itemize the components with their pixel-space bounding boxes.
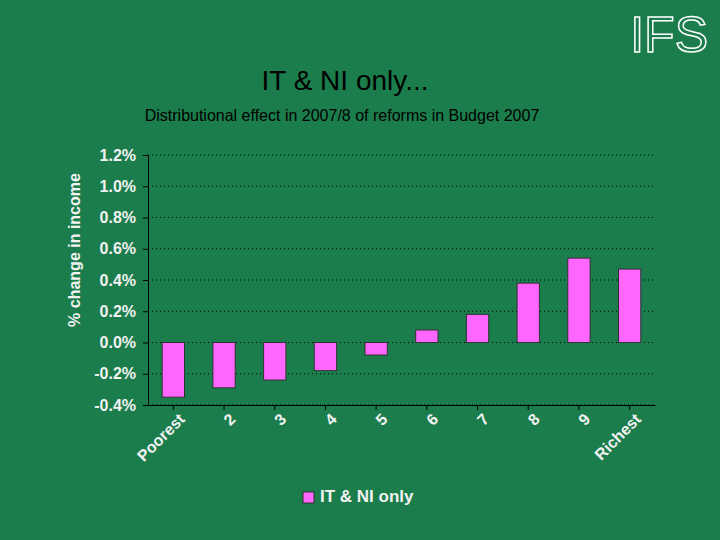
bar [213, 343, 235, 388]
title: IT & NI only... [261, 65, 428, 96]
y-tick: -0.2% [94, 365, 148, 382]
legend-swatch [303, 492, 314, 503]
y-tick-label: 0.0% [100, 334, 136, 351]
x-tick-mark [477, 405, 478, 410]
bar [314, 343, 336, 371]
y-tick-mark [143, 186, 148, 187]
x-tick-label: 3 [271, 410, 289, 428]
x-tick-mark [376, 405, 377, 410]
y-tick-label: 1.0% [100, 178, 136, 195]
y-tick-mark [143, 374, 148, 375]
y-tick-label: -0.2% [94, 365, 136, 382]
grid-line [148, 248, 655, 249]
bar [264, 343, 286, 381]
grid-line [148, 155, 655, 156]
x-tick-label: 6 [423, 410, 441, 428]
y-axis-title: % change in income [66, 173, 83, 327]
bar [618, 269, 640, 342]
y-axis: -0.4% -0.2% 0.0% 0.2% 0.4% 0.6% 0.8% 1.0% 1.2% [94, 147, 148, 414]
x-tick-mark [426, 405, 427, 410]
x-tick: 4 [322, 405, 340, 429]
subtitle: Distributional effect in 2007/8 of refor… [145, 107, 540, 124]
bar [568, 258, 590, 342]
y-tick-label: 0.6% [100, 240, 136, 257]
bar [517, 283, 539, 342]
y-tick: -0.4% [94, 397, 148, 414]
y-tick: 1.2% [100, 147, 148, 164]
background [0, 0, 720, 540]
y-tick: 0.0% [100, 334, 148, 351]
legend: IT & NI only [303, 487, 414, 506]
x-tick-label: 9 [575, 410, 593, 428]
y-tick-label: 0.8% [100, 209, 136, 226]
x-tick: 2 [220, 405, 238, 429]
x-tick-label: 4 [322, 410, 340, 428]
x-tick: 8 [524, 405, 542, 429]
y-tick-mark [143, 249, 148, 250]
x-tick-label: Richest [591, 410, 644, 463]
y-tick-label: 0.2% [100, 303, 136, 320]
legend-label: IT & NI only [320, 487, 414, 506]
y-tick: 0.2% [100, 303, 148, 320]
y-tick-mark [143, 218, 148, 219]
x-tick: 3 [271, 405, 289, 429]
x-tick-label: 2 [220, 410, 238, 428]
logo: IFS [630, 7, 708, 63]
x-tick: 9 [575, 405, 593, 429]
bar [466, 314, 488, 342]
grid-line [148, 186, 655, 187]
y-tick: 0.4% [100, 272, 148, 289]
x-tick-label: 7 [474, 410, 492, 428]
grid [148, 155, 655, 405]
plot: -0.4% -0.2% 0.0% 0.2% 0.4% 0.6% 0.8% 1.0% 1.2% Po… [94, 147, 655, 465]
y-tick-mark [143, 405, 148, 406]
y-tick-mark [143, 155, 148, 156]
y-tick: 0.6% [100, 240, 148, 257]
bar [365, 343, 387, 356]
x-tick-mark [629, 405, 630, 410]
y-tick-mark [143, 280, 148, 281]
y-axis-line [148, 156, 149, 406]
x-tick-label: 8 [524, 410, 542, 428]
x-tick: Richest [591, 405, 644, 463]
x-tick-mark [173, 405, 174, 410]
x-tick: 6 [423, 405, 441, 429]
y-tick-mark [143, 311, 148, 312]
y-tick-mark [143, 343, 148, 344]
x-tick-mark [528, 405, 529, 410]
x-tick-label: 5 [372, 410, 390, 428]
x-tick-mark [578, 405, 579, 410]
x-tick: 7 [474, 405, 492, 429]
x-tick: Poorest [134, 405, 189, 465]
y-tick-label: 1.2% [100, 147, 136, 164]
x-tick-mark [274, 405, 275, 410]
y-tick: 1.0% [100, 178, 148, 195]
x-tick-mark [325, 405, 326, 410]
bars [162, 258, 641, 397]
chart-svg: IFS IT & NI only... Distributional effect … [0, 0, 720, 540]
x-tick: 5 [372, 405, 390, 429]
grid-line [148, 217, 655, 218]
x-tick-mark [224, 405, 225, 410]
y-tick-label: -0.4% [94, 397, 136, 414]
x-axis: Poorest 2 3 4 5 6 7 8 9Richest [134, 405, 656, 465]
bar [416, 330, 438, 343]
bar [162, 343, 184, 398]
y-tick-label: 0.4% [100, 272, 136, 289]
y-tick: 0.8% [100, 209, 148, 226]
x-tick-label: Poorest [134, 410, 189, 465]
